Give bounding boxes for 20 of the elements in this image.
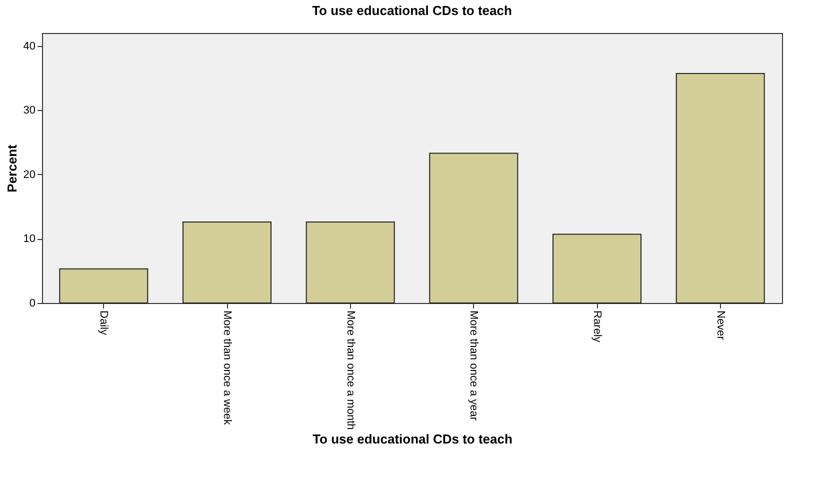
x-tick-label: Never — [714, 310, 726, 340]
x-tick-label: Rarely — [591, 310, 603, 343]
bar — [182, 222, 272, 304]
x-tick-label: More than once a year — [468, 310, 480, 421]
x-tick-label: More than once a month — [344, 310, 356, 430]
x-axis-title: To use educational CDs to teach — [312, 432, 512, 447]
chart-title: To use educational CDs to teach — [312, 3, 512, 18]
y-tick-label: 30 — [23, 104, 36, 117]
bar — [306, 222, 395, 304]
y-tick-label: 0 — [29, 298, 36, 310]
y-tick-label: 10 — [23, 233, 36, 246]
bar — [552, 234, 642, 304]
x-tick-label: Daily — [98, 310, 110, 336]
bar — [676, 73, 765, 304]
bar — [429, 152, 518, 304]
bar — [59, 268, 148, 304]
y-axis-title: Percent — [4, 144, 20, 192]
y-tick-label: 40 — [23, 40, 36, 52]
y-tick-label: 20 — [23, 168, 36, 181]
x-tick-label: More than once a week — [221, 310, 233, 426]
